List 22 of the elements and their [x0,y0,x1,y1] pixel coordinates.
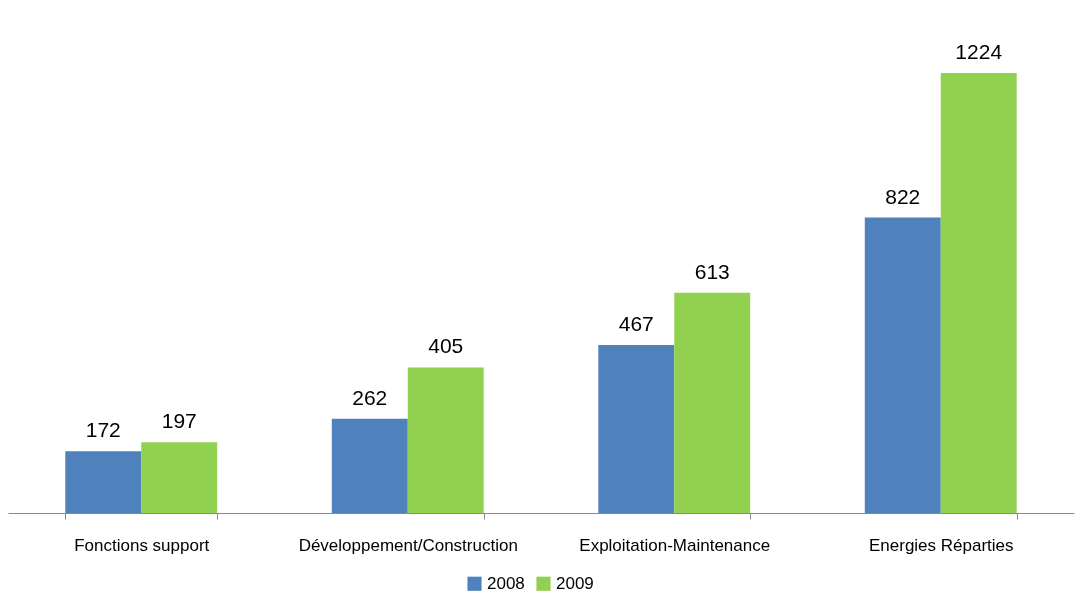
data-label: 405 [428,334,464,358]
data-label: 1224 [955,40,1003,63]
bar [674,292,751,513]
data-label: 172 [85,418,121,442]
bar [864,217,941,513]
data-label: 262 [352,385,388,409]
x-tick-label: Energies Réparties [868,535,1014,555]
x-tick-label: Développement/Construction [298,535,518,555]
x-tick-label: Exploitation-Maintenance [579,535,771,555]
bar [407,367,484,513]
data-label: 613 [694,259,730,283]
legend-label: 2008 [487,573,525,593]
data-label: 822 [885,184,921,208]
data-label: 467 [618,312,654,336]
bar [65,451,142,513]
bar [331,418,408,513]
legend-label: 2009 [556,573,594,593]
bar [940,73,1017,513]
bar [598,345,675,513]
x-tick-label: Fonctions support [74,535,210,555]
data-label: 197 [161,409,197,433]
bar [141,442,218,513]
